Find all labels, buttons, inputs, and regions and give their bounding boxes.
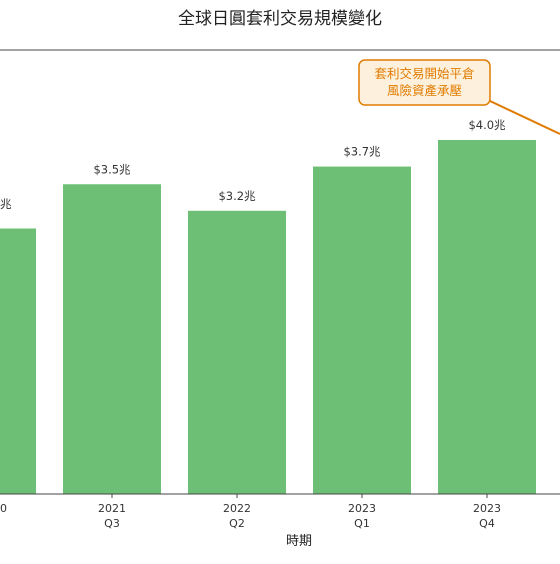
bar-value-label: $3.2兆 (218, 189, 256, 203)
annotation-arrow (489, 100, 560, 135)
bar-value-label-partial: 兆 (0, 197, 12, 211)
x-tick-label-year: 2023 (348, 502, 376, 515)
bar (438, 140, 536, 494)
x-tick-label-quarter: Q2 (229, 517, 245, 530)
bar-value-label: $4.0兆 (468, 118, 506, 132)
x-tick-label-year: 2022 (223, 502, 251, 515)
data-labels-group: $3.5兆 $3.2兆 $3.7兆 $4.0兆兆 (0, 118, 506, 211)
bar (188, 210, 286, 495)
bar-value-label: $3.7兆 (343, 145, 381, 159)
x-tick-label-year: 2023 (473, 502, 501, 515)
annotation-text: 風險資產承壓 (387, 83, 462, 98)
bar (63, 184, 161, 494)
annotation-box (358, 59, 491, 106)
annotation-text: 套利交易開始平倉 (374, 66, 475, 81)
x-tick-label-partial: 0 (0, 502, 7, 515)
chart-title: 全球日圓套利交易規模變化 (178, 9, 382, 29)
x-tick-label-quarter: Q3 (104, 517, 120, 530)
x-tick-label-quarter: Q4 (479, 517, 495, 530)
bars-group (0, 140, 536, 495)
bar (0, 228, 36, 494)
x-tick-label-year: 2021 (98, 502, 126, 515)
x-axis-label: 時期 (286, 534, 312, 549)
x-tick-label-quarter: Q1 (354, 517, 370, 530)
x-ticks-group: 2021 Q3 2022 Q2 2023 Q1 2023 Q4 0 (0, 494, 501, 530)
bar (313, 166, 411, 495)
bar-value-label: $3.5兆 (93, 162, 131, 176)
